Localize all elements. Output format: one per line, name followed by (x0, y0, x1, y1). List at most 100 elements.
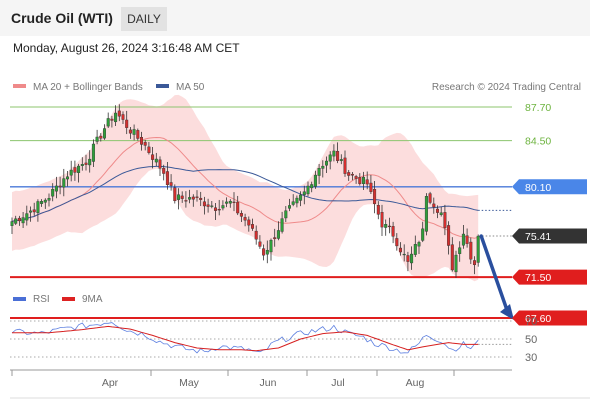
candle-body (350, 173, 354, 176)
candle-body (450, 244, 454, 271)
candle-body (354, 176, 358, 179)
candle-body (476, 235, 480, 263)
candle-body (273, 237, 277, 240)
level-label-5: 67.60 (525, 313, 551, 325)
x-label-jun: Jun (260, 377, 277, 389)
rsi-line (11, 322, 479, 354)
candle-body (188, 197, 192, 200)
candle-body (54, 185, 58, 192)
candle-body (339, 159, 343, 161)
candle-body (313, 174, 317, 187)
candle-body (258, 241, 262, 247)
candle-body (191, 196, 195, 200)
candle-body (221, 205, 225, 209)
ma20-line (11, 136, 479, 239)
candle-body (184, 200, 188, 202)
candle-body (469, 241, 473, 260)
candle-body (225, 201, 229, 204)
candle-body (95, 136, 99, 142)
candle-body (302, 191, 306, 195)
candle-body (239, 213, 243, 217)
candle-body (125, 119, 129, 128)
level-tag-2 (512, 179, 587, 195)
candle-body (265, 249, 269, 255)
candle-body (80, 164, 84, 166)
candle-body (32, 209, 36, 213)
ma50-line (11, 165, 479, 222)
candle-body (176, 194, 180, 200)
candle-body (139, 137, 143, 145)
instrument-title: Crude Oil (WTI) (11, 10, 113, 26)
candle-body (417, 242, 421, 247)
candle-body (399, 247, 403, 253)
ma9-legend-label: 9MA (82, 294, 103, 305)
ma9-legend-swatch (62, 297, 75, 301)
rsi-legend-label: RSI (33, 294, 50, 305)
candle-body (151, 154, 155, 160)
candle-body (36, 201, 40, 213)
candle-body (165, 171, 169, 186)
legend-swatch-1 (156, 84, 169, 88)
bollinger-band (12, 94, 479, 282)
candle-body (29, 210, 33, 213)
candle-body (228, 200, 232, 204)
candle-body (21, 217, 25, 224)
candle-body (143, 142, 147, 146)
candle-body (380, 212, 384, 228)
candle-body (202, 201, 206, 207)
timeframe-button[interactable]: DAILY (121, 7, 167, 31)
candle-body (276, 230, 280, 239)
candle-body (195, 196, 199, 198)
candle-body (321, 165, 325, 169)
candle-body (428, 193, 432, 203)
candle-body (473, 260, 477, 266)
candle-body (65, 176, 69, 180)
candle-body (91, 143, 95, 162)
candle-body (106, 118, 110, 127)
candle-body (121, 114, 125, 120)
candle-body (436, 208, 440, 213)
candle-body (169, 182, 173, 186)
candle-body (173, 187, 177, 202)
legend-swatch-0 (13, 84, 26, 88)
candle-body (461, 233, 465, 246)
candle-body (247, 219, 251, 226)
candle-body (199, 197, 203, 200)
candle-body (110, 118, 114, 121)
candle-body (250, 224, 254, 229)
candle-body (88, 158, 92, 166)
candle-body (62, 178, 66, 188)
x-label-may: May (179, 377, 200, 389)
candle-body (343, 157, 347, 174)
candle-body (102, 128, 106, 139)
candle-body (454, 254, 458, 273)
candle-body (210, 205, 214, 207)
candle-body (332, 150, 336, 157)
candle-body (365, 179, 369, 185)
x-label-apr: Apr (102, 377, 119, 389)
candle-body (432, 203, 436, 208)
candle-body (154, 158, 158, 163)
candle-body (328, 154, 332, 162)
candle-body (232, 201, 236, 203)
candle-body (443, 212, 447, 228)
level-label-0: 87.70 (525, 102, 551, 114)
candle-body (413, 244, 417, 255)
candle-body (84, 162, 88, 165)
candle-body (465, 235, 469, 244)
candle-body (291, 201, 295, 205)
candle-body (10, 221, 14, 226)
level-tag-4 (512, 269, 587, 285)
rsi-ma-line (12, 325, 479, 352)
candle-body (99, 135, 103, 139)
candle-body (206, 204, 210, 207)
candle-body (424, 196, 428, 232)
candle-body (295, 197, 299, 204)
rsi-tick-1: 50 (525, 334, 537, 346)
candle-body (117, 110, 121, 117)
timestamp: Monday, August 26, 2024 3:16:48 AM CET (13, 41, 240, 55)
candle-body (136, 130, 140, 139)
candle-body (373, 189, 377, 205)
candle-body (69, 169, 73, 176)
